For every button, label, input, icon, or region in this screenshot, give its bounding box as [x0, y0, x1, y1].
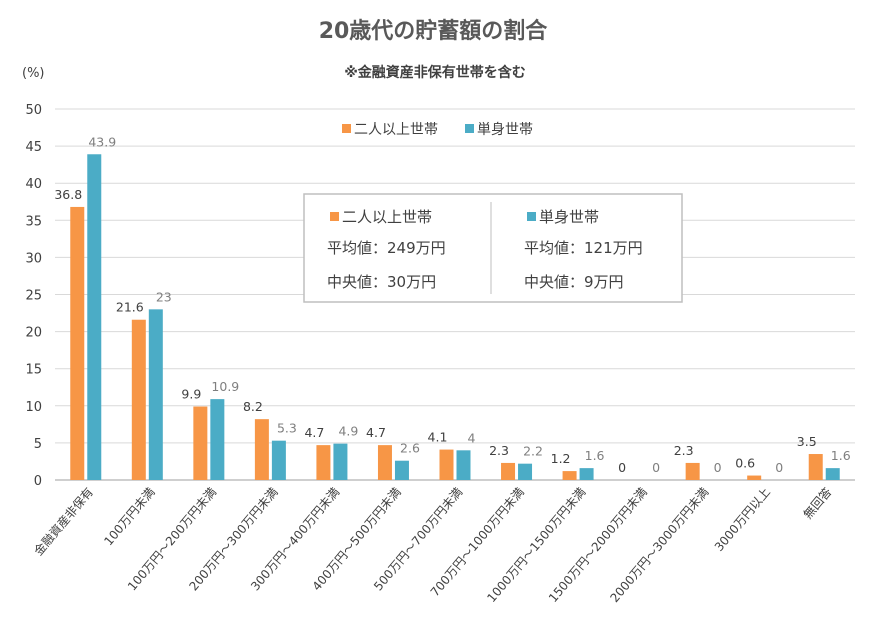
data-label: 8.2: [243, 399, 263, 414]
bar-single: [456, 450, 471, 480]
bar-two-plus: [501, 462, 516, 480]
bar-two-plus: [131, 319, 146, 480]
data-label: 1.2: [551, 451, 571, 466]
box-median: 中央値：30万円: [327, 273, 436, 291]
bar-single: [518, 463, 533, 480]
bar-two-plus: [70, 206, 85, 480]
bar-two-plus: [562, 471, 577, 480]
data-label: 9.9: [181, 387, 201, 402]
y-tick-label: 30: [25, 251, 42, 266]
data-label: 0.6: [735, 456, 755, 471]
legend-swatch-two-plus: [342, 124, 351, 133]
summary-box: 二人以上世帯 平均値：249万円 中央値：30万円 単身世帯 平均値：121万円…: [303, 193, 683, 303]
x-tick-label: 3000万円以上: [712, 485, 773, 554]
box-median: 中央値：9万円: [524, 273, 624, 291]
data-label: 0: [714, 460, 722, 475]
bar-two-plus: [254, 419, 269, 480]
y-tick-label: 25: [25, 289, 42, 304]
data-label: 2.2: [523, 444, 543, 459]
bar-two-plus: [377, 445, 392, 480]
data-label: 1.6: [831, 448, 851, 463]
chart-subtitle: ※金融資産非保有世帯を含む: [344, 64, 526, 81]
data-label: 0: [775, 460, 783, 475]
bar-two-plus: [193, 406, 208, 480]
bar-two-plus: [439, 449, 454, 480]
bar-single: [825, 468, 840, 480]
data-label: 0: [618, 460, 626, 475]
data-label: 2.6: [400, 441, 420, 456]
data-label: 4.9: [338, 424, 358, 439]
data-label: 2.3: [489, 443, 509, 458]
x-tick-label: 金融資産非保有: [31, 484, 96, 558]
data-label: 4: [468, 430, 476, 445]
x-tick-label: 無回答: [800, 484, 835, 521]
y-tick-label: 35: [25, 214, 42, 229]
data-label: 4.7: [304, 425, 324, 440]
box-mean: 平均値：249万円: [327, 239, 446, 257]
box-swatch-single: [527, 212, 536, 221]
y-tick-label: 50: [25, 103, 42, 118]
legend-label-single: 単身世帯: [477, 122, 533, 138]
box-mean: 平均値：121万円: [524, 239, 643, 257]
y-tick-label: 10: [25, 400, 42, 415]
y-tick-label: 20: [25, 326, 42, 341]
data-label: 4.1: [428, 430, 448, 445]
y-axis-label: (%): [22, 66, 45, 81]
y-tick-label: 40: [25, 177, 42, 192]
data-label: 3.5: [797, 434, 817, 449]
legend-swatch-single: [465, 124, 474, 133]
bar-two-plus: [316, 445, 331, 480]
legend: 二人以上世帯 単身世帯: [342, 122, 533, 138]
data-label: 2.3: [674, 443, 694, 458]
bar-single: [333, 443, 348, 480]
bar-single: [87, 154, 102, 480]
data-label: 0: [652, 460, 660, 475]
bar-single: [579, 468, 594, 480]
box-group-name: 単身世帯: [539, 208, 599, 226]
bar-single: [210, 399, 225, 480]
data-label: 1.6: [585, 448, 605, 463]
bar-two-plus: [685, 462, 700, 480]
bar-two-plus: [808, 454, 823, 480]
chart-title: 20歳代の貯蓄額の割合: [319, 18, 549, 44]
bar-single: [394, 460, 409, 480]
data-label: 10.9: [211, 379, 239, 394]
bar-two-plus: [747, 475, 762, 480]
bar-single: [148, 309, 163, 480]
x-tick-label: 100万円未満: [101, 485, 157, 548]
y-tick-label: 5: [34, 437, 42, 452]
data-label: 23: [156, 289, 172, 304]
data-label: 5.3: [277, 421, 297, 436]
data-label: 43.9: [88, 134, 116, 149]
y-tick-label: 0: [34, 474, 42, 489]
data-label: 4.7: [366, 425, 386, 440]
y-tick-label: 15: [25, 363, 42, 378]
y-tick-label: 45: [25, 140, 42, 155]
data-label: 21.6: [116, 300, 144, 315]
bar-single: [271, 440, 286, 480]
data-label: 36.8: [54, 187, 82, 202]
legend-label-two-plus: 二人以上世帯: [354, 122, 438, 138]
box-swatch-two-plus: [330, 212, 339, 221]
box-group-name: 二人以上世帯: [342, 208, 432, 226]
